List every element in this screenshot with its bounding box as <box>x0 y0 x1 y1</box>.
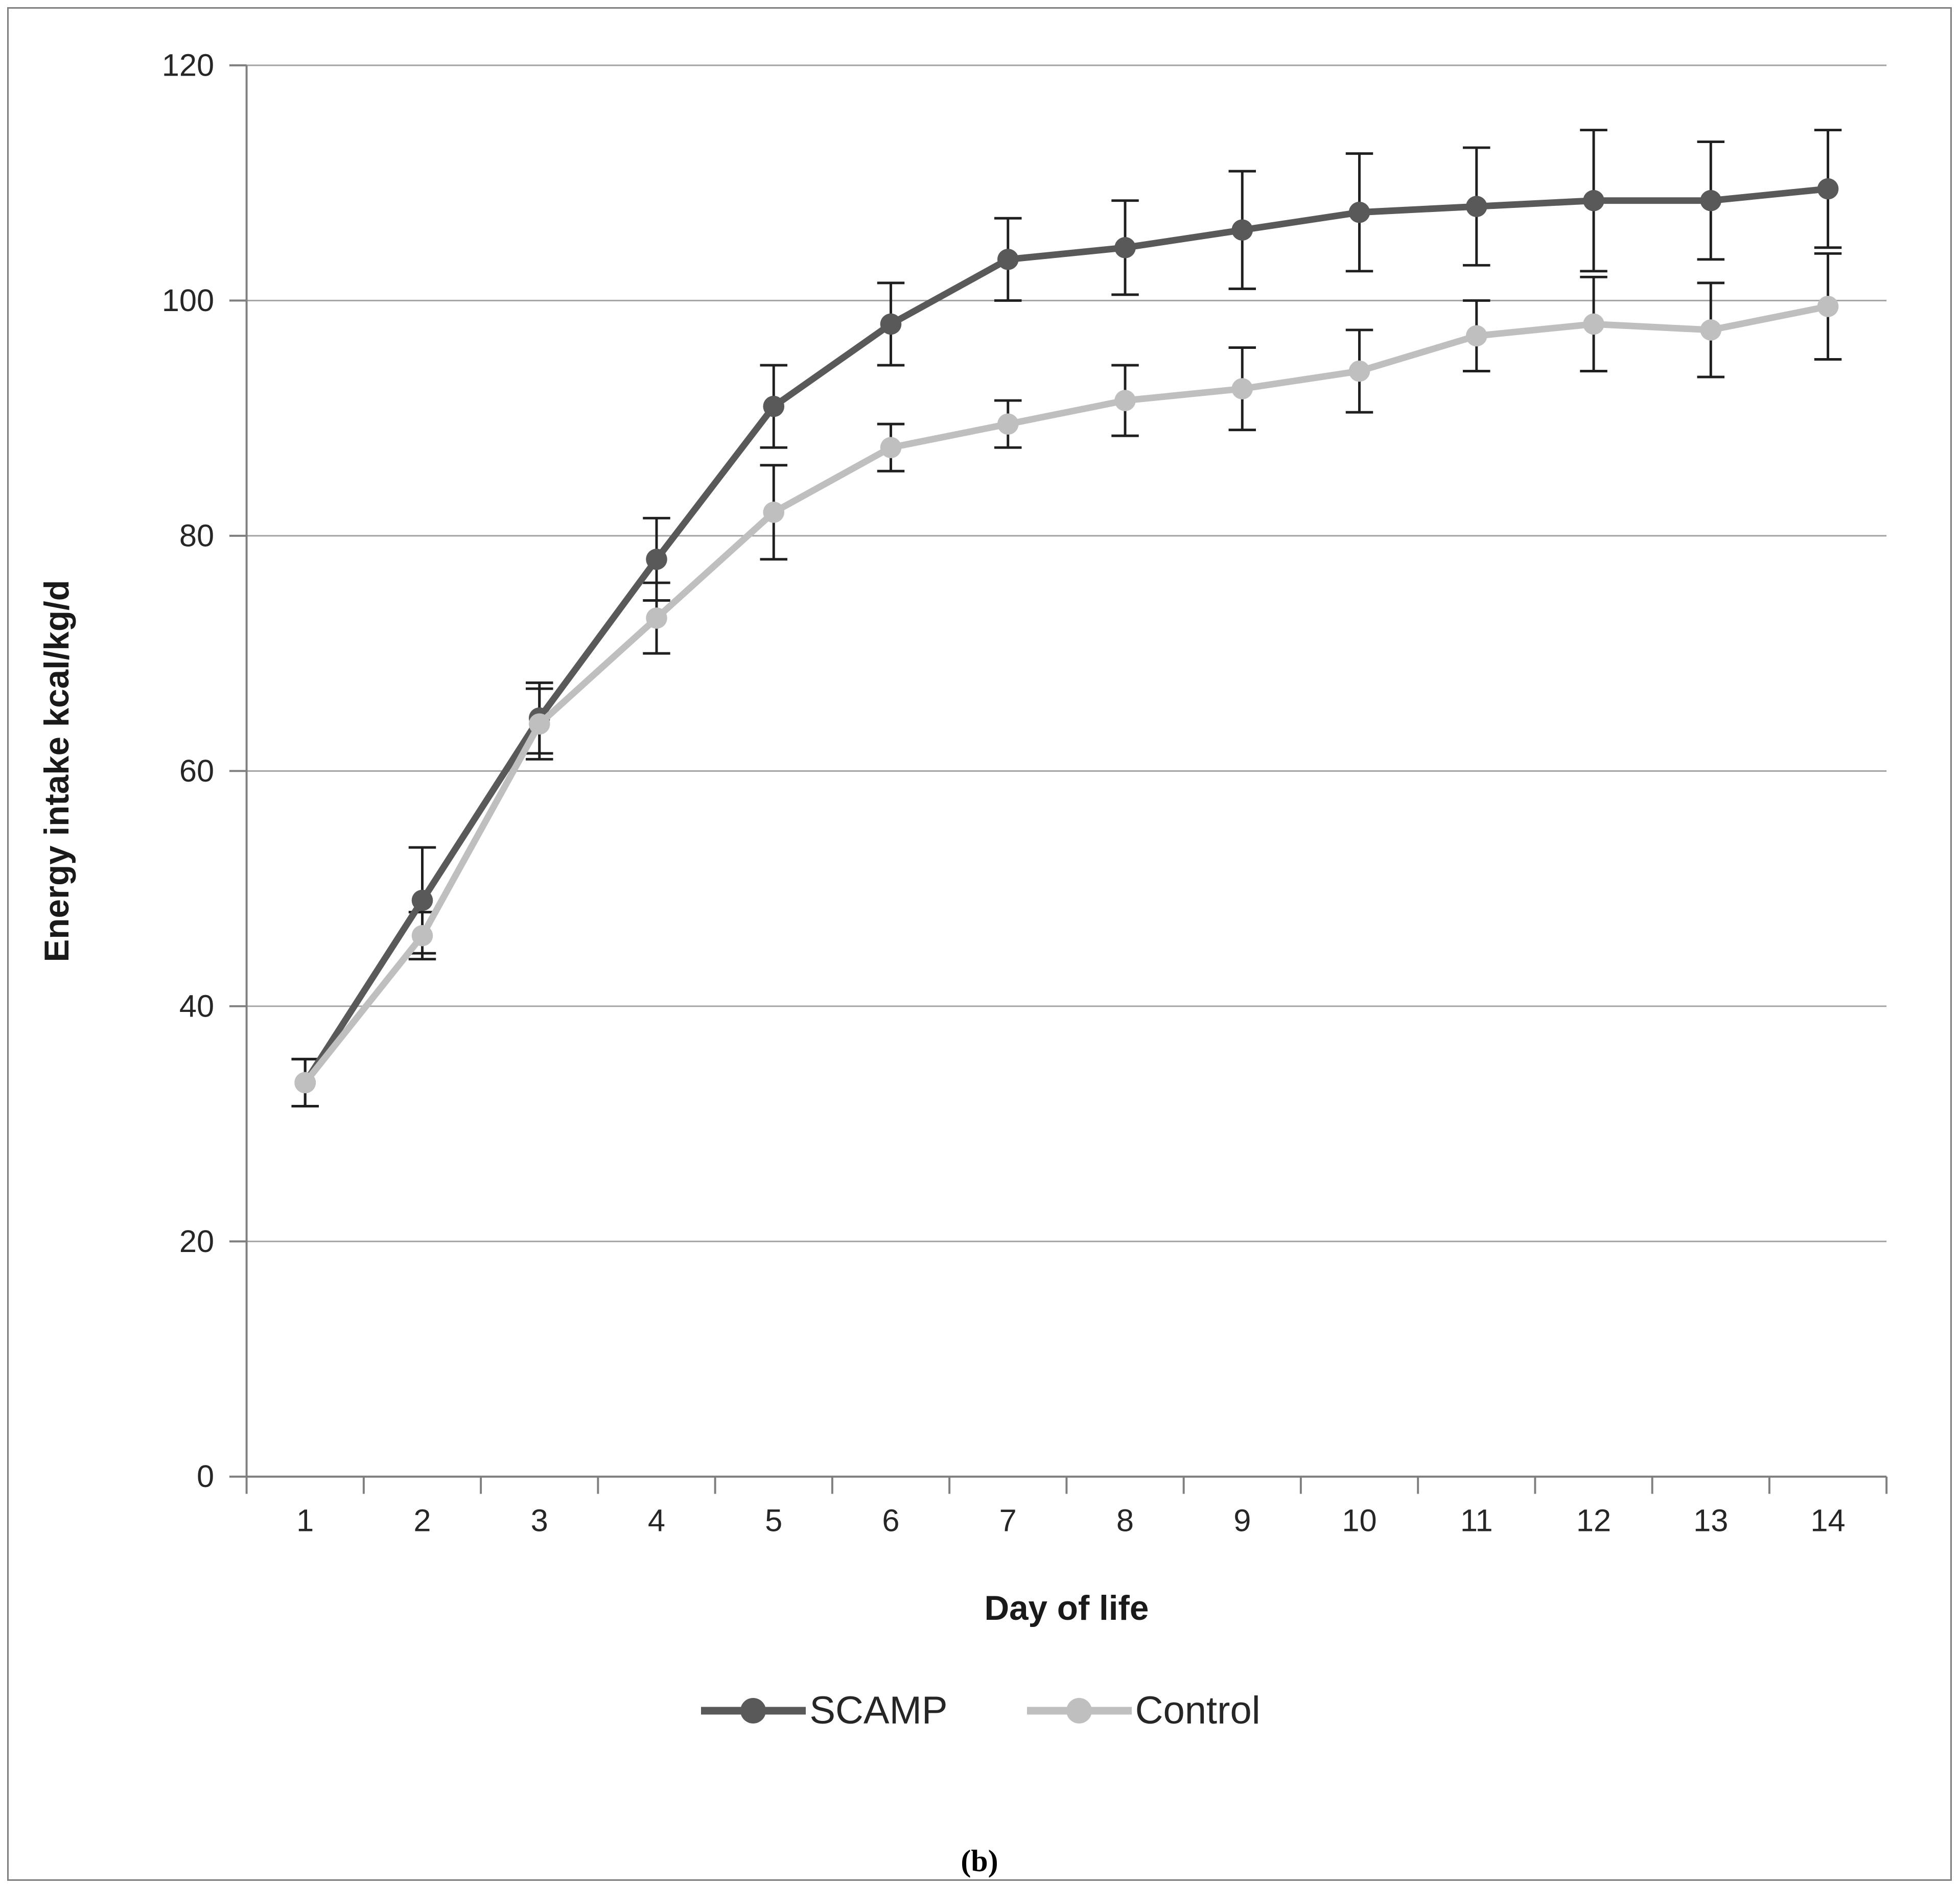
x-tick-label-7: 7 <box>999 1503 1017 1539</box>
data-point-scamp-day6 <box>880 313 902 335</box>
data-point-control-day5 <box>763 502 785 523</box>
data-point-control-day1 <box>294 1072 316 1094</box>
data-point-control-day8 <box>1114 390 1136 411</box>
x-tick-label-6: 6 <box>882 1503 899 1539</box>
series-line-scamp <box>301 185 1831 1086</box>
y-tick-label-80: 80 <box>179 518 214 553</box>
y-tick-label-0: 0 <box>197 1459 214 1494</box>
data-point-control-day11 <box>1465 325 1487 347</box>
figure-caption: (b) <box>961 1844 998 1878</box>
legend-label-control: Control <box>1135 1689 1261 1732</box>
y-tick-label-40: 40 <box>179 988 214 1024</box>
data-point-control-day6 <box>880 437 902 458</box>
y-tick-label-60: 60 <box>179 753 214 789</box>
data-point-scamp-day11 <box>1465 196 1487 217</box>
x-tick-label-1: 1 <box>296 1503 314 1539</box>
data-point-scamp-day13 <box>1700 190 1722 211</box>
x-tick-label-5: 5 <box>765 1503 782 1539</box>
data-point-scamp-day4 <box>646 549 667 570</box>
x-tick-label-10: 10 <box>1342 1503 1376 1539</box>
data-point-control-day2 <box>411 925 433 947</box>
control-line-marker-icon <box>1026 1698 1132 1723</box>
x-tick-label-4: 4 <box>648 1503 665 1539</box>
data-point-control-day3 <box>528 713 550 735</box>
x-axis-title: Day of life <box>984 1589 1149 1627</box>
x-tick-label-9: 9 <box>1233 1503 1251 1539</box>
scamp-line-marker-icon <box>701 1698 806 1723</box>
y-tick-label-100: 100 <box>162 283 214 318</box>
y-tick-label-20: 20 <box>179 1224 214 1259</box>
data-point-control-day4 <box>646 607 667 629</box>
legend-item-control: Control <box>1024 1689 1261 1732</box>
x-tick-label-8: 8 <box>1116 1503 1134 1539</box>
legend-label-scamp: SCAMP <box>809 1689 948 1732</box>
data-point-control-day7 <box>997 413 1019 435</box>
data-point-control-day9 <box>1231 378 1253 399</box>
y-axis-title: Energy intake kcal/kg/d <box>38 580 76 962</box>
x-tick-label-3: 3 <box>531 1503 548 1539</box>
data-point-control-day14 <box>1817 296 1839 317</box>
data-point-control-day13 <box>1700 319 1722 341</box>
data-point-scamp-day7 <box>997 249 1019 270</box>
x-tick-label-14: 14 <box>1810 1503 1845 1539</box>
y-tick-label-120: 120 <box>162 48 214 83</box>
figure-panel-b: 0 20 40 60 80 100 120 1 2 3 4 5 6 7 8 9 10 11 12 13 14 Energy… <box>7 7 1952 1881</box>
x-tick-label-13: 13 <box>1693 1503 1728 1539</box>
data-point-scamp-day10 <box>1348 201 1370 223</box>
data-point-control-day10 <box>1348 360 1370 382</box>
data-point-control-day12 <box>1583 313 1604 335</box>
legend-item-scamp: SCAMP <box>698 1689 948 1732</box>
data-point-scamp-day9 <box>1231 219 1253 241</box>
x-tick-label-11: 11 <box>1460 1503 1493 1539</box>
data-point-scamp-day5 <box>763 395 785 417</box>
data-point-scamp-day14 <box>1817 178 1839 200</box>
data-point-scamp-day12 <box>1583 190 1604 211</box>
x-tick-label-12: 12 <box>1576 1503 1611 1539</box>
x-tick-label-2: 2 <box>413 1503 431 1539</box>
data-point-scamp-day2 <box>411 889 433 911</box>
chart-legend: SCAMP Control <box>9 1689 1950 1732</box>
series-line-control <box>301 303 1831 1086</box>
data-point-scamp-day8 <box>1114 237 1136 258</box>
